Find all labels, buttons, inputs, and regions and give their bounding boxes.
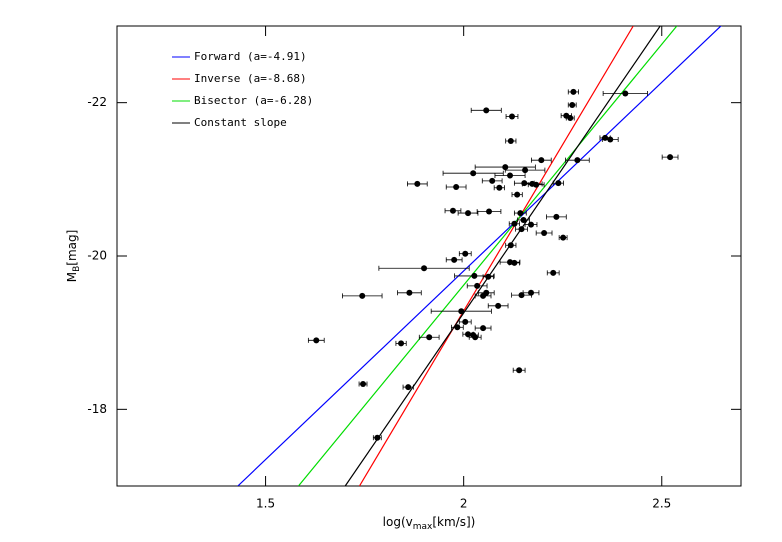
point bbox=[462, 318, 469, 325]
point bbox=[522, 167, 529, 174]
point bbox=[458, 308, 465, 315]
point bbox=[550, 269, 557, 276]
legend-label: Forward (a=-4.91) bbox=[194, 50, 307, 63]
point bbox=[472, 334, 479, 341]
point bbox=[485, 273, 492, 280]
point bbox=[533, 181, 540, 188]
point bbox=[421, 265, 428, 272]
point bbox=[374, 434, 381, 441]
point bbox=[313, 337, 320, 344]
legend-label: Bisector (a=-6.28) bbox=[194, 94, 313, 107]
point bbox=[471, 272, 478, 279]
point bbox=[398, 340, 405, 347]
x-tick-label: 2.5 bbox=[652, 497, 671, 511]
point bbox=[454, 324, 461, 331]
point bbox=[495, 302, 502, 309]
point bbox=[359, 292, 366, 299]
x-tick-label: 2 bbox=[460, 497, 468, 511]
point bbox=[511, 259, 518, 266]
point bbox=[462, 250, 469, 257]
plot-area bbox=[237, 26, 722, 486]
point bbox=[483, 107, 490, 114]
point bbox=[511, 220, 518, 227]
point bbox=[360, 381, 367, 388]
point bbox=[570, 88, 577, 95]
point bbox=[480, 292, 487, 299]
point bbox=[426, 334, 433, 341]
point bbox=[567, 115, 574, 121]
point bbox=[667, 154, 674, 161]
point bbox=[520, 216, 527, 223]
fit-line bbox=[297, 26, 678, 486]
point bbox=[451, 256, 458, 263]
point bbox=[555, 180, 562, 187]
y-tick-label: -22 bbox=[87, 95, 107, 109]
point bbox=[602, 134, 609, 141]
point bbox=[560, 234, 567, 241]
y-axis-label: MB[mag] bbox=[65, 230, 82, 283]
point bbox=[569, 101, 576, 108]
point bbox=[518, 226, 525, 233]
x-axis-label: log(vmax[km/s]) bbox=[383, 515, 476, 532]
point bbox=[474, 282, 481, 289]
point bbox=[414, 180, 421, 187]
point bbox=[528, 221, 535, 228]
x-tick-label: 1.5 bbox=[256, 497, 275, 511]
y-tick-label: -20 bbox=[87, 249, 107, 263]
legend-label: Constant slope bbox=[194, 116, 287, 129]
point bbox=[507, 138, 514, 144]
point bbox=[453, 184, 460, 190]
point bbox=[480, 325, 487, 332]
point bbox=[607, 136, 614, 143]
point bbox=[528, 289, 535, 296]
point bbox=[502, 164, 509, 171]
point bbox=[517, 210, 524, 217]
point bbox=[470, 170, 477, 177]
point bbox=[521, 180, 528, 187]
point bbox=[507, 172, 514, 179]
fit-line bbox=[237, 26, 722, 486]
legend-label: Inverse (a=-8.68) bbox=[194, 72, 307, 85]
point bbox=[509, 113, 516, 120]
point bbox=[538, 157, 545, 164]
point bbox=[406, 289, 413, 296]
point bbox=[507, 242, 514, 249]
point bbox=[465, 210, 472, 217]
fit-line bbox=[358, 26, 634, 486]
point bbox=[514, 191, 521, 198]
point bbox=[496, 184, 503, 191]
y-tick-label: -18 bbox=[87, 402, 107, 416]
point bbox=[489, 177, 496, 184]
fit-line bbox=[344, 26, 661, 486]
point bbox=[553, 213, 560, 220]
point bbox=[516, 367, 523, 374]
point bbox=[449, 207, 456, 214]
point bbox=[574, 157, 581, 164]
point bbox=[405, 384, 412, 391]
point bbox=[541, 230, 548, 236]
point bbox=[622, 90, 629, 97]
point bbox=[486, 208, 493, 215]
